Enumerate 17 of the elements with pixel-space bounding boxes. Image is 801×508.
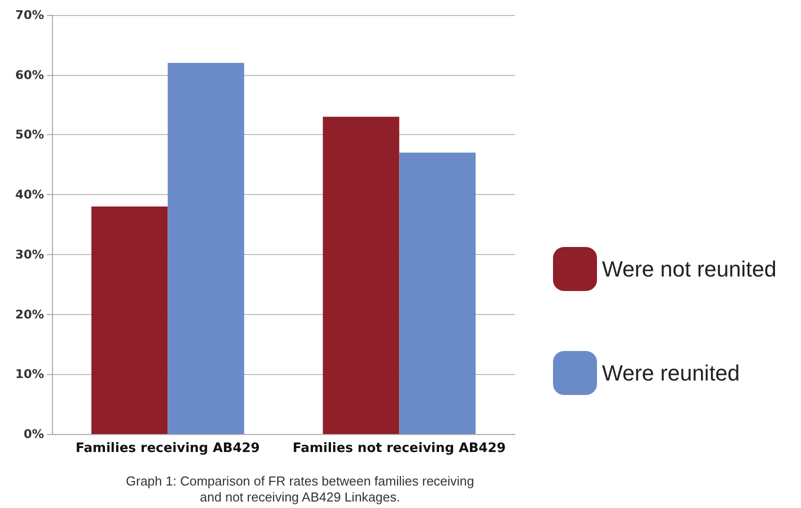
y-tick-label: 10% [15, 367, 44, 382]
bar [399, 152, 476, 434]
y-tick-label: 30% [15, 247, 44, 262]
caption: Graph 1: Comparison of FR rates between families receiving and not receiving AB429 Linkages. [126, 474, 474, 504]
y-tick-label: 40% [15, 188, 44, 202]
legend-label: Were not reunited [602, 256, 776, 282]
bar [91, 206, 168, 434]
y-tick-label: 70% [15, 8, 44, 22]
x-tick-label: Families not receiving AB429 [292, 441, 506, 456]
y-tick-label: 0% [24, 427, 44, 441]
y-tick-label: 20% [15, 307, 44, 322]
bar [168, 62, 244, 434]
y-tick-label: 50% [15, 128, 44, 142]
x-tick-label: Families receiving AB429 [76, 441, 260, 456]
legend-label: Were reunited [602, 360, 740, 386]
y-tick-label: 60% [15, 68, 44, 82]
bar [322, 116, 400, 434]
